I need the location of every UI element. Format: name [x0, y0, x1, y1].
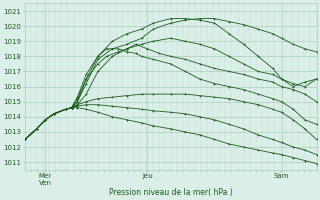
X-axis label: Pression niveau de la mer( hPa ): Pression niveau de la mer( hPa )	[109, 188, 233, 197]
